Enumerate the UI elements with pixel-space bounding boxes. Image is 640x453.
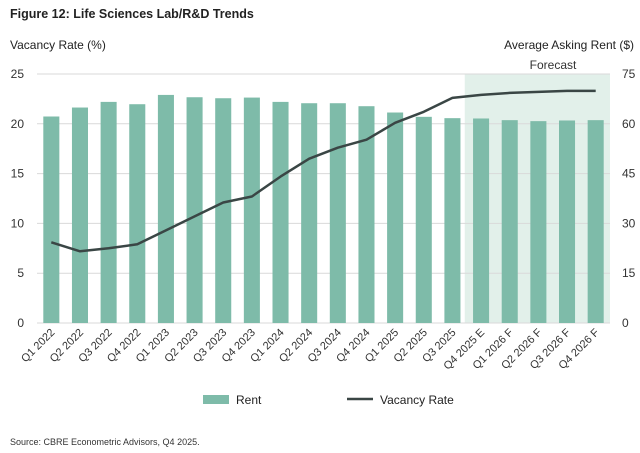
forecast-label: Forecast: [530, 58, 577, 72]
legend-rent-label: Rent: [236, 393, 262, 407]
left-y-tick-label: 10: [11, 216, 25, 230]
right-axis-title: Average Asking Rent ($): [504, 38, 634, 52]
rent-bar: [243, 97, 260, 324]
rent-bar: [186, 97, 203, 324]
legend-vacancy-label: Vacancy Rate: [380, 393, 454, 407]
right-y-tick-label: 0: [622, 316, 629, 330]
right-y-tick-label: 45: [622, 167, 636, 181]
vacancy-rate-line: [50, 89, 596, 253]
left-y-tick-label: 25: [11, 67, 25, 81]
right-y-tick-label: 15: [622, 266, 636, 280]
rent-bar: [329, 103, 346, 323]
rent-bar: [272, 101, 289, 323]
rent-bar: [157, 94, 174, 323]
source-note: Source: CBRE Econometric Advisors, Q4 20…: [10, 437, 200, 447]
rent-bar: [501, 120, 518, 323]
rent-bar: [129, 104, 146, 323]
rent-bar: [100, 101, 117, 323]
left-axis-title: Vacancy Rate (%): [10, 38, 106, 52]
left-y-tick-label: 20: [11, 117, 25, 131]
right-y-tick-label: 75: [622, 67, 636, 81]
rent-bar: [473, 118, 490, 323]
rent-bar: [215, 98, 232, 324]
rent-bar: [387, 112, 404, 324]
rent-bar: [444, 118, 461, 323]
rent-bar: [559, 120, 576, 323]
rent-bar: [415, 116, 432, 323]
left-y-tick-label: 15: [11, 167, 25, 181]
left-y-tick-label: 0: [17, 316, 24, 330]
rent-bar: [587, 120, 604, 323]
rent-bar: [43, 116, 60, 323]
right-y-tick-label: 30: [622, 216, 636, 230]
rent-bar: [530, 121, 547, 323]
rent-bar: [358, 106, 375, 323]
rent-bar: [71, 107, 88, 323]
left-y-tick-label: 5: [17, 266, 24, 280]
chart-title: Figure 12: Life Sciences Lab/R&D Trends: [10, 7, 254, 21]
rent-bar: [301, 103, 318, 323]
right-y-tick-label: 60: [622, 117, 636, 131]
legend-rent-swatch: [203, 395, 229, 404]
legend: Rent Vacancy Rate: [203, 393, 454, 407]
